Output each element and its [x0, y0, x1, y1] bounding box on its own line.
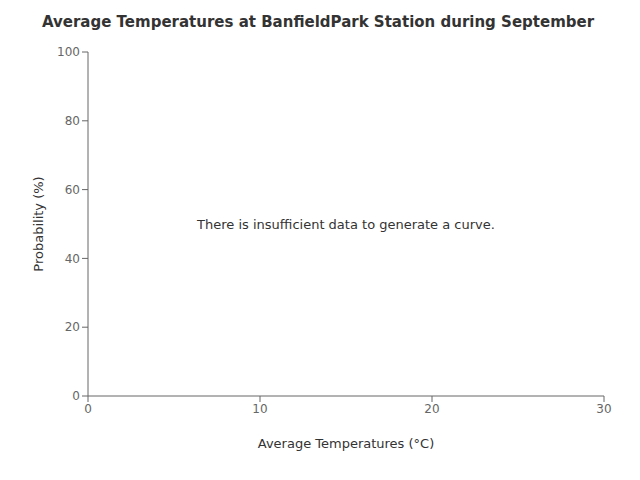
svg-text:10: 10: [252, 402, 267, 416]
svg-text:Average Temperatures (°C): Average Temperatures (°C): [258, 436, 435, 451]
html-text:There is insufficient data to: There is insufficient data to generate a…: [197, 216, 495, 232]
svg-text:0: 0: [84, 402, 92, 416]
svg-text:60: 60: [65, 183, 80, 197]
svg-text:0: 0: [72, 389, 80, 403]
svg-text:100: 100: [57, 45, 80, 59]
svg-text:20: 20: [424, 402, 439, 416]
svg-text:Probability (%): Probability (%): [31, 176, 46, 271]
svg-text:40: 40: [65, 252, 80, 266]
html-text:Average Temperatures at Banfie: Average Temperatures at BanfieldPark Sta…: [41, 13, 595, 31]
svg-text:30: 30: [596, 402, 611, 416]
svg-text:20: 20: [65, 320, 80, 334]
svg-text:80: 80: [65, 114, 80, 128]
